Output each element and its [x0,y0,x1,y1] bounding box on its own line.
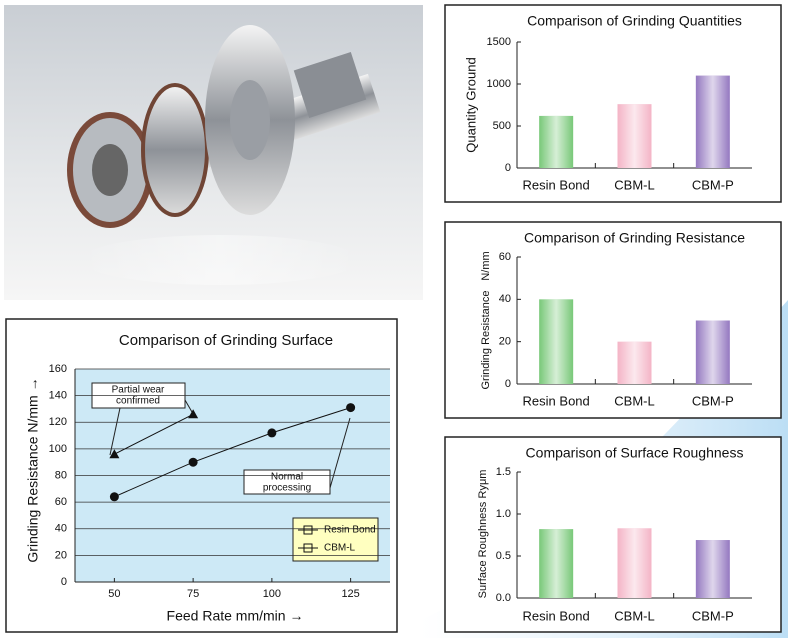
legend-label: Resin Bond [324,525,376,536]
y-tick-label: 0.0 [496,592,511,604]
bar-highlight [539,529,574,598]
y-axis-label: Grinding Resistance N/mm → [25,377,41,562]
marker [188,409,199,419]
marker [267,428,277,438]
y-tick-label: 120 [49,416,67,428]
y-tick-label: 40 [499,293,511,305]
y-tick-label: 1.5 [496,466,511,478]
x-tick-label: 125 [341,588,359,600]
y-axis-label: Quantity Ground [463,57,478,152]
bar-highlight [617,528,652,598]
y-tick-label: 40 [55,523,67,535]
bar-highlight [617,341,652,384]
panel [444,221,782,419]
y-tick-label: 160 [49,363,67,375]
x-tick-label: 75 [187,588,199,600]
annotation: Normal processing [263,471,311,493]
chart-title: Comparison of Grinding Resistance [524,230,745,246]
y-tick-label: 20 [55,549,67,561]
y-tick-label: 0 [505,378,511,390]
legend [292,517,379,562]
marker [109,492,119,502]
y-tick-label: 60 [499,251,511,263]
legend-label: CBM-L [324,543,356,554]
y-tick-label: 140 [49,390,67,402]
y-axis-label: Surface Roughness [477,501,489,598]
y-tick-label: 20 [499,336,511,348]
marker [188,457,198,467]
y-tick-label: 100 [49,443,67,455]
y-tick-label: 1.0 [496,508,511,520]
bar-highlight [539,299,574,384]
y-tick-label: 80 [55,469,67,481]
x-tick-label: CBM-L [614,608,654,623]
marker [109,449,120,459]
bar-highlight [617,104,652,168]
x-tick-label: CBM-P [692,393,734,408]
legend-marker [303,525,313,535]
annotation-pointer [109,407,121,456]
product-photo [4,5,423,300]
x-tick-label: CBM-P [692,608,734,623]
x-tick-label: 100 [263,588,281,600]
series-line [114,413,194,455]
legend-marker [303,543,313,553]
panel [444,4,782,203]
y-tick-label: 500 [493,120,511,132]
x-tick-label: Resin Bond [523,177,590,192]
x-axis-label: Feed Rate mm/min → [167,608,304,624]
y-axis-unit: N/mm [480,251,492,280]
x-tick-label: CBM-P [692,177,734,192]
x-tick-label: CBM-L [614,393,654,408]
y-tick-label: 1000 [487,78,511,90]
x-tick-label: Resin Bond [523,608,590,623]
x-tick-label: 50 [108,588,120,600]
y-tick-label: 0 [505,162,511,174]
y-axis-unit: Ryμm [477,470,489,499]
chart-title: Comparison of Grinding Quantities [527,13,742,29]
x-tick-label: Resin Bond [523,393,590,408]
bar-highlight [695,320,730,384]
marker [346,403,356,413]
y-tick-label: 0 [61,576,67,588]
y-tick-label: 60 [55,496,67,508]
bar-highlight [539,115,574,168]
chart-title: Comparison of Surface Roughness [526,445,744,461]
annotation: Partial wear confirmed [112,384,165,406]
y-tick-label: 1500 [487,36,511,48]
bar-highlight [695,540,730,598]
annotation-pointer [184,399,193,413]
series-line [114,407,351,498]
bar-highlight [695,75,730,168]
panel [444,436,782,633]
y-axis-label: Grinding Resistance [480,290,492,389]
y-tick-label: 0.5 [496,550,511,562]
annotation-box [243,469,331,495]
annotation-pointer [329,417,351,489]
x-tick-label: CBM-L [614,177,654,192]
chart-title: Comparison of Grinding Surface [119,332,333,349]
